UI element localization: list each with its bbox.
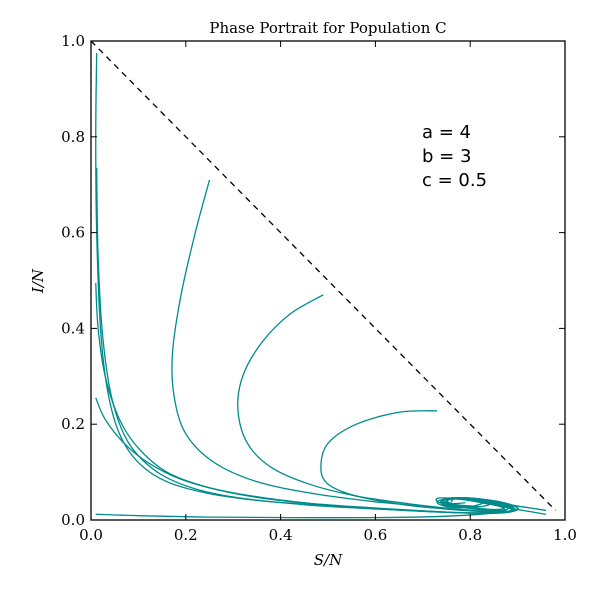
y-tick-label: 0.0: [61, 511, 85, 529]
y-tick-label: 0.4: [61, 319, 85, 337]
annotation-a: a = 4: [422, 122, 471, 143]
x-axis-label: S/N: [314, 551, 343, 569]
annotation-b: b = 3: [422, 146, 471, 167]
plot-frame: [90, 40, 566, 521]
x-tick-label: 1.0: [553, 526, 577, 544]
series-layer: [95, 52, 547, 519]
x-tick-label: 0.4: [269, 526, 293, 544]
boundary-line: [90, 40, 556, 511]
y-axis-label: I/N: [29, 268, 47, 294]
annotation-c: c = 0.5: [422, 170, 487, 191]
y-tick-label: 0.2: [61, 415, 85, 433]
parameter-annotations: a = 4 b = 3 c = 0.5: [422, 122, 487, 191]
trajectory-9: [435, 497, 547, 515]
plot-area: 0.0 0.2 0.4 0.6 0.8 1.0 0.0 0.2 0.4 0.6 0.8 1.0: [61, 32, 577, 544]
y-tick-label: 1.0: [61, 32, 85, 50]
y-tick-label: 0.8: [61, 128, 85, 146]
chart-title: Phase Portrait for Population C: [209, 19, 446, 37]
x-tick-label: 0.0: [79, 526, 103, 544]
ticks-layer: 0.0 0.2 0.4 0.6 0.8 1.0 0.0 0.2 0.4 0.6 0.8 1.0: [61, 32, 577, 544]
y-tick-label: 0.6: [61, 224, 85, 242]
x-tick-label: 0.8: [458, 526, 482, 544]
x-tick-label: 0.2: [174, 526, 198, 544]
trajectory-10: [442, 497, 547, 512]
x-tick-label: 0.6: [363, 526, 387, 544]
